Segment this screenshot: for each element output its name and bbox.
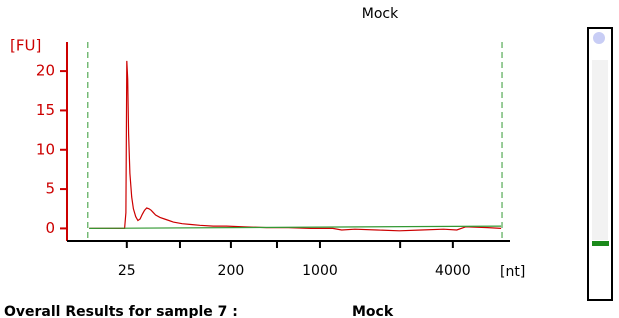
y-tick-label: 5 bbox=[45, 180, 55, 198]
y-tick-label: 0 bbox=[45, 219, 55, 237]
x-tick-label: 1000 bbox=[302, 263, 338, 279]
x-tick-label: 25 bbox=[118, 263, 136, 279]
chart-title: Mock bbox=[362, 6, 399, 22]
trace bbox=[89, 61, 501, 231]
gel-lane bbox=[588, 28, 612, 300]
gel-lower-marker bbox=[592, 241, 609, 246]
x-axis-label: [nt] bbox=[500, 264, 525, 280]
x-tick-label: 4000 bbox=[435, 263, 471, 279]
gel-smear bbox=[592, 60, 608, 240]
results-sample: Mock bbox=[352, 304, 394, 318]
y-axis-label: [FU] bbox=[10, 37, 41, 55]
results-heading: Overall Results for sample 7 : bbox=[4, 304, 238, 318]
x-tick-label: 200 bbox=[218, 263, 245, 279]
y-tick-label: 20 bbox=[36, 62, 55, 80]
y-tick-label: 10 bbox=[36, 140, 55, 158]
chart: Mock [FU] [nt] Overall Results for sampl… bbox=[0, 0, 619, 318]
y-tick-label: 15 bbox=[36, 101, 55, 119]
gel-upper-marker bbox=[593, 32, 605, 44]
